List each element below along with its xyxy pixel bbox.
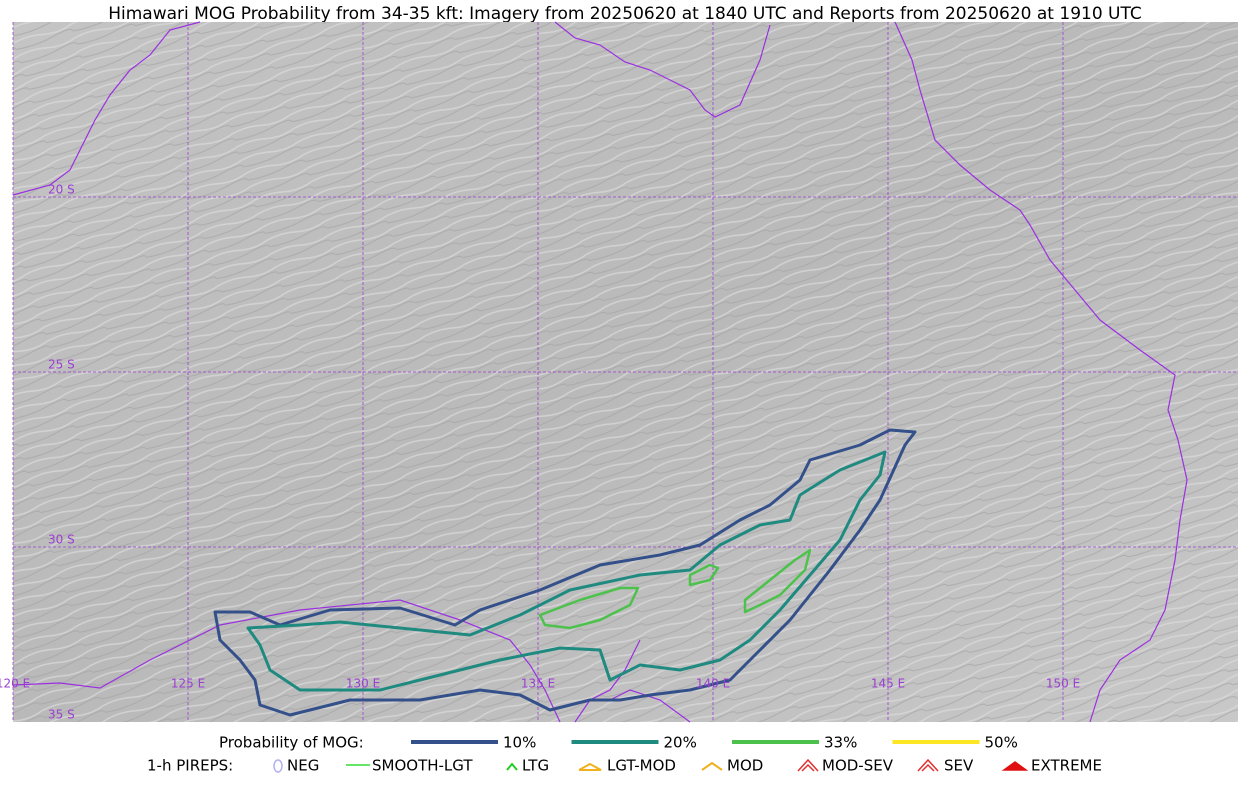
legend-label: 33%: [824, 734, 857, 752]
map: 20 S 25 S 30 S 35 S 120 E 125 E 130 E 135 E 140 …: [0, 21, 1238, 723]
legend-label: EXTREME: [1031, 757, 1102, 775]
contour-10: [213, 428, 917, 717]
lat-label: 25 S: [48, 358, 75, 372]
coastline: [12, 21, 1188, 723]
pirep-symbol: [797, 758, 819, 772]
legend-label: LGT-MOD: [607, 757, 676, 775]
title: Himawari MOG Probability from 34-35 kft:…: [108, 4, 1142, 24]
pirep-symbol: [1001, 761, 1029, 771]
pirep-symbol: [578, 762, 602, 771]
legend-label: 10%: [503, 734, 536, 752]
pirep-symbol: [506, 762, 518, 771]
legend-title: 1-h PIREPS:: [147, 757, 233, 775]
legend-label: MOD: [727, 757, 763, 775]
pirep-symbol: [917, 758, 939, 772]
lon-label: 130 E: [346, 677, 380, 691]
lat-label: 35 S: [48, 708, 75, 722]
contour-33: [538, 548, 812, 630]
lon-label: 150 E: [1046, 677, 1080, 691]
lon-label: 125 E: [171, 677, 205, 691]
legend-label: LTG: [522, 757, 549, 775]
contours: [213, 428, 917, 717]
pirep-symbol: [701, 761, 723, 771]
lon-label: 140 E: [696, 677, 730, 691]
legend-label: SEV: [944, 757, 974, 775]
lon-label: 120 E: [0, 677, 30, 691]
lon-label: 135 E: [521, 677, 555, 691]
legend-label: NEG: [287, 757, 319, 775]
contour-20: [246, 450, 887, 692]
lat-label: 30 S: [48, 533, 75, 547]
legend-label: SMOOTH-LGT: [372, 757, 473, 775]
legend-label: 50%: [985, 734, 1018, 752]
graticule: [12, 22, 1238, 722]
lat-label: 20 S: [48, 183, 75, 197]
legend-label: 20%: [664, 734, 697, 752]
legend-label: MOD-SEV: [822, 757, 894, 775]
legend-title: Probability of MOG:: [219, 734, 364, 752]
pirep-symbol: [273, 759, 283, 773]
lon-label: 145 E: [871, 677, 905, 691]
legend: Probability of MOG: 10% 20% 33% 50% 1-h PIREP…: [147, 734, 1102, 775]
